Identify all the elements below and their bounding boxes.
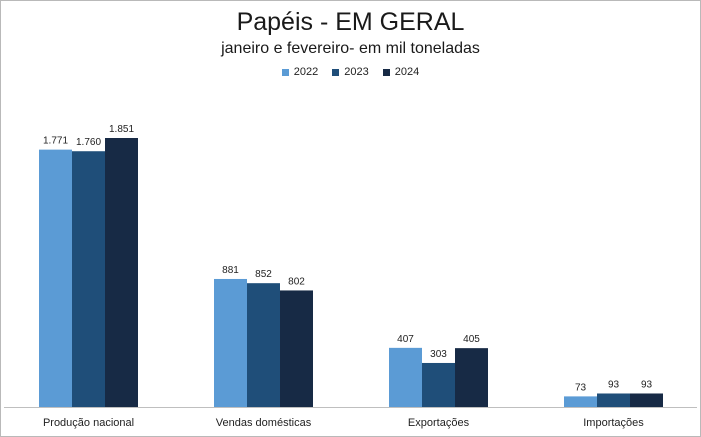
category-label-exportacoes: Exportações bbox=[408, 417, 470, 429]
bar-producao-nacional-2022 bbox=[39, 149, 72, 407]
data-label-exportacoes-2023: 303 bbox=[430, 349, 447, 360]
legend-item-2024: 2024 bbox=[382, 66, 420, 78]
bar-exportacoes-2024 bbox=[455, 348, 488, 407]
bar-importacoes-2023 bbox=[597, 393, 630, 407]
legend-swatch-2022 bbox=[281, 68, 289, 76]
data-label-producao-nacional-2022: 1.771 bbox=[43, 136, 68, 147]
data-label-producao-nacional-2023: 1.760 bbox=[76, 137, 101, 148]
data-label-producao-nacional-2024: 1.851 bbox=[109, 124, 134, 135]
bar-producao-nacional-2024 bbox=[105, 138, 138, 407]
legend-swatch-2024 bbox=[382, 68, 390, 76]
bar-vendas-domesticas-2024 bbox=[280, 290, 313, 407]
bar-exportacoes-2023 bbox=[422, 362, 455, 407]
legend: 2022 2023 2024 bbox=[0, 66, 701, 78]
bar-importacoes-2024 bbox=[630, 393, 663, 407]
data-label-vendas-domesticas-2024: 802 bbox=[288, 276, 305, 287]
data-label-importacoes-2023: 93 bbox=[608, 379, 620, 390]
data-label-importacoes-2022: 73 bbox=[575, 382, 587, 393]
legend-item-2023: 2023 bbox=[332, 66, 369, 78]
bar-exportacoes-2022 bbox=[389, 347, 422, 407]
bar-vendas-domesticas-2023 bbox=[247, 283, 280, 407]
category-label-vendas-domesticas: Vendas domésticas bbox=[216, 417, 312, 429]
bar-importacoes-2022 bbox=[564, 396, 597, 407]
chart-subtitle: janeiro e fevereiro- em mil toneladas bbox=[221, 40, 480, 57]
data-label-exportacoes-2022: 407 bbox=[397, 334, 414, 345]
legend-label-2024: 2024 bbox=[394, 66, 420, 78]
category-label-importacoes: Importações bbox=[583, 417, 644, 429]
data-label-importacoes-2024: 93 bbox=[641, 379, 653, 390]
legend-item-2022: 2022 bbox=[281, 66, 319, 78]
bar-vendas-domesticas-2022 bbox=[214, 278, 247, 407]
category-label-producao-nacional: Produção nacional bbox=[43, 417, 134, 429]
legend-label-2023: 2023 bbox=[344, 66, 369, 78]
legend-swatch-2023 bbox=[332, 68, 340, 76]
data-label-exportacoes-2024: 405 bbox=[463, 334, 480, 345]
bar-producao-nacional-2023 bbox=[72, 151, 105, 407]
chart-title: Papéis - EM GERAL bbox=[236, 8, 465, 36]
legend-label-2022: 2022 bbox=[293, 66, 319, 78]
data-label-vendas-domesticas-2023: 852 bbox=[255, 269, 272, 280]
data-label-vendas-domesticas-2022: 881 bbox=[222, 265, 239, 276]
